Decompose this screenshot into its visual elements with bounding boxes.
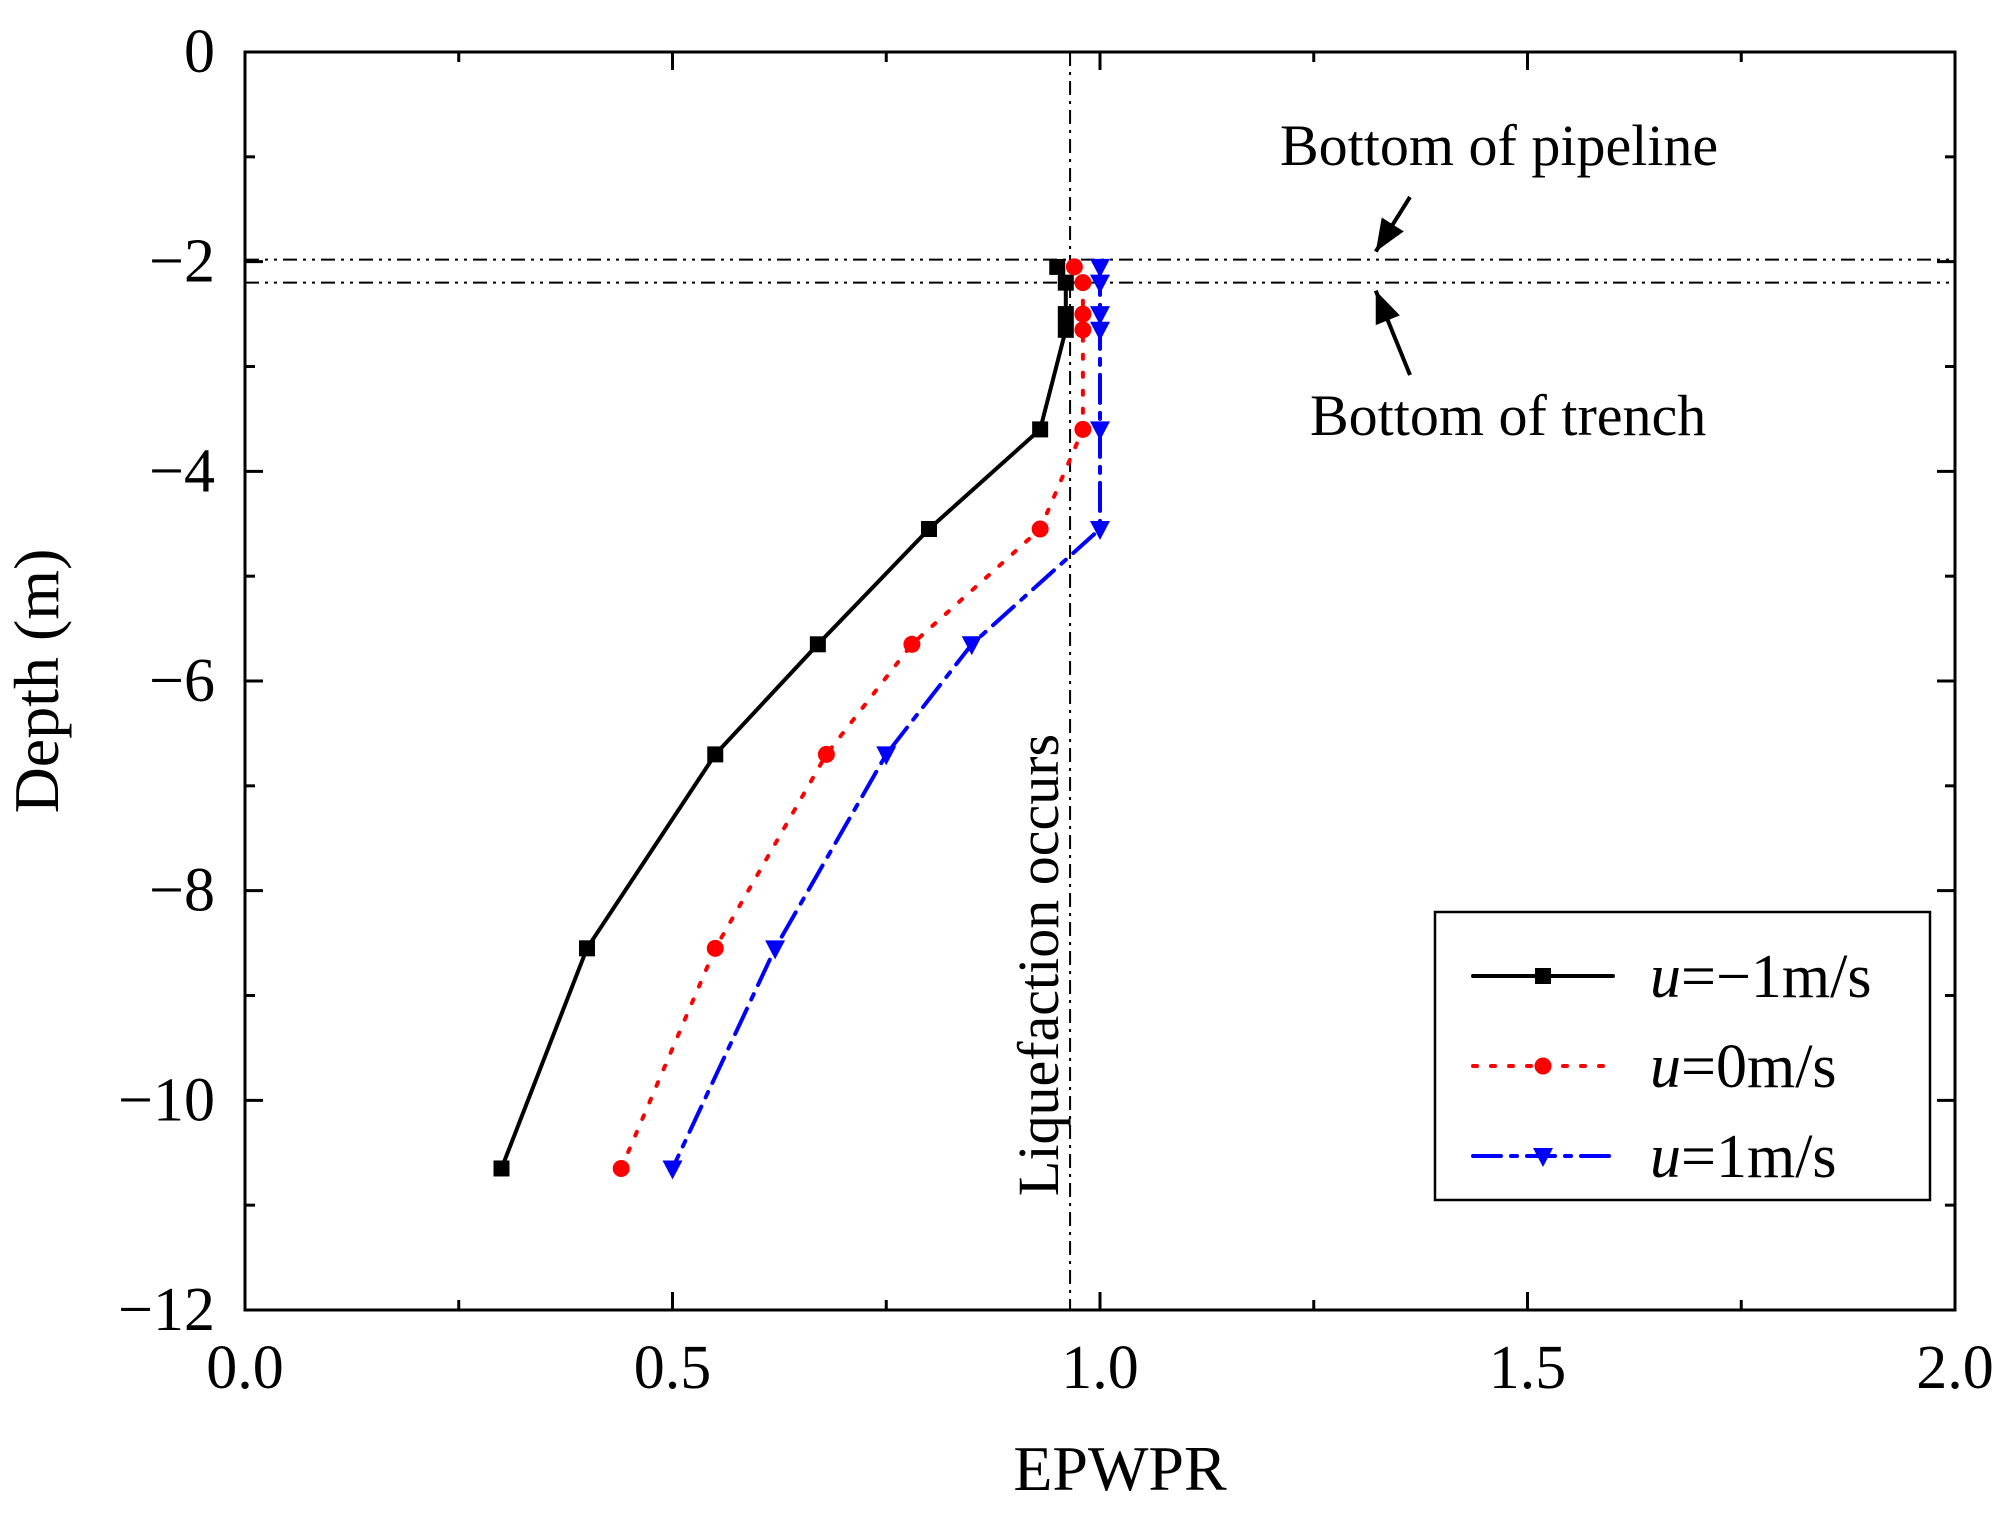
data-point: [1074, 274, 1092, 292]
y-tick-label: −8: [149, 857, 215, 925]
legend-label-variable: u: [1650, 943, 1681, 1011]
liquefaction-label: Liquefaction occurs: [1006, 734, 1071, 1196]
legend-entry-1: u=−1m/s: [1471, 943, 1872, 1011]
data-point: [1065, 258, 1083, 276]
data-point: [1074, 305, 1092, 323]
data-point: [817, 745, 835, 763]
y-tick-label: −6: [149, 647, 215, 715]
data-point: [1074, 321, 1092, 339]
legend-label-variable: u: [1650, 1033, 1681, 1101]
annotations: Bottom of pipeline Bottom of trench: [1280, 113, 1718, 448]
legend-box: [1433, 910, 1932, 1202]
x-tick-label: 1.0: [1061, 1334, 1139, 1402]
data-point: [765, 940, 786, 960]
data-point: [1057, 321, 1074, 338]
data-point: [1049, 258, 1066, 275]
data-point: [1090, 421, 1110, 441]
x-axis-title: EPWPR: [1013, 1433, 1227, 1504]
legend-label: u=0m/s: [1650, 1033, 1837, 1101]
x-tick-label: 2.0: [1916, 1334, 1994, 1402]
series-line: [619, 264, 1085, 1171]
series-line: [499, 264, 1068, 1171]
series-line: [670, 264, 1102, 1171]
data-point: [1090, 274, 1110, 294]
legend: u=−1m/su=0m/su=1m/s: [1433, 910, 1932, 1202]
data-point: [707, 746, 724, 763]
y-tick-label: −2: [149, 228, 215, 296]
x-tick-label: 0.5: [634, 1334, 712, 1402]
data-point: [1090, 520, 1110, 540]
legend-marker: [1533, 1148, 1553, 1167]
reference-lines: Liquefaction occurs: [245, 52, 1955, 1310]
trench-label: Bottom of trench: [1310, 383, 1706, 448]
data-point: [903, 635, 921, 653]
pipeline-annotation: Bottom of pipeline: [1280, 113, 1718, 253]
data-point: [493, 1160, 510, 1177]
legend-label: u=−1m/s: [1650, 943, 1872, 1011]
data-point: [1074, 420, 1092, 438]
data-point: [1090, 306, 1110, 326]
legend-label: u=1m/s: [1650, 1123, 1837, 1191]
arrow-head: [1375, 217, 1404, 252]
legend-entry-2: u=0m/s: [1471, 1033, 1837, 1101]
data-point: [809, 636, 826, 653]
x-tick-label: 1.5: [1489, 1334, 1567, 1402]
y-tick-label: −12: [118, 1276, 215, 1344]
legend-marker: [1535, 968, 1551, 984]
data-point: [1090, 258, 1110, 278]
data-point: [1090, 321, 1110, 341]
data-point: [1032, 421, 1049, 438]
legend-entry-3: u=1m/s: [1471, 1123, 1837, 1191]
y-tick-label: −10: [118, 1066, 215, 1134]
series-2: [612, 258, 1092, 1177]
data-point: [961, 636, 982, 656]
legend-label-value: =1m/s: [1681, 1123, 1837, 1191]
y-tick-label: −4: [149, 437, 215, 505]
y-tick-label: 0: [184, 18, 215, 86]
data-point: [579, 940, 595, 957]
data-point: [1057, 306, 1074, 323]
axes: 0.0 0.5 1.0 1.5 2.0 0 −2 −4 −6 −8 −10 −12 EPWPR Depth…: [1, 18, 1994, 1504]
data-point: [1057, 274, 1074, 291]
legend-label-value: =−1m/s: [1681, 943, 1872, 1011]
legend-marker: [1534, 1057, 1552, 1075]
trench-annotation: Bottom of trench: [1310, 289, 1706, 448]
data-point: [876, 746, 897, 766]
data-point: [706, 939, 724, 957]
series-layer: [493, 258, 1110, 1180]
x-tick-label: 0.0: [206, 1334, 284, 1402]
data-point: [1031, 520, 1049, 538]
legend-label-value: =0m/s: [1681, 1033, 1837, 1101]
series-3: [662, 258, 1110, 1180]
pipeline-label: Bottom of pipeline: [1280, 113, 1718, 178]
data-point: [612, 1159, 630, 1177]
legend-label-variable: u: [1650, 1123, 1681, 1191]
data-point: [921, 520, 937, 537]
series-1: [493, 258, 1074, 1177]
arrow-head: [1375, 290, 1400, 326]
y-axis-title: Depth (m): [1, 549, 72, 814]
data-point: [662, 1160, 683, 1180]
